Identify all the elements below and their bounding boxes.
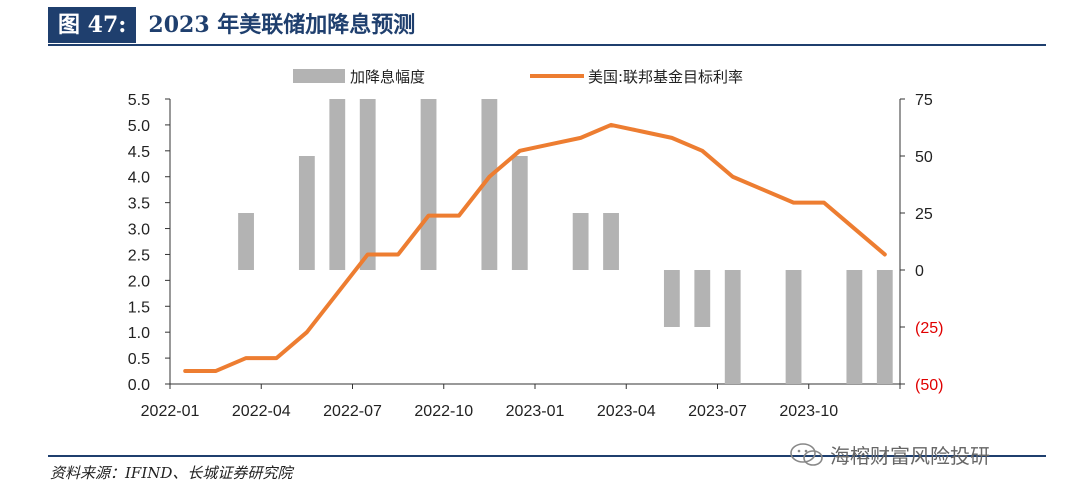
wechat-icon: [790, 442, 823, 466]
left-tick-label: 5.0: [128, 118, 150, 135]
bar: [329, 99, 346, 270]
x-tick-label: 2023-04: [597, 403, 656, 420]
bar: [694, 270, 711, 327]
right-tick-label: 50: [915, 149, 933, 166]
bar-series: [238, 99, 893, 384]
chart-axes: 0.0 0.5 1.0 1.5 2.0 2.5 3.0 3.5 4.0 4.5 5.0 5.5 (50)…: [128, 92, 944, 420]
x-tick-label: 2022-01: [141, 403, 200, 420]
left-tick-label: 4.5: [128, 144, 150, 161]
bar: [724, 270, 741, 384]
right-tick-label: 75: [915, 92, 933, 109]
watermark: 海榕财富风险投研: [790, 440, 990, 469]
x-tick-label: 2022-04: [232, 403, 291, 420]
bar: [298, 156, 315, 270]
rate-line: [183, 122, 887, 374]
x-tick-label: 2023-01: [506, 403, 565, 420]
left-tick-label: 3.0: [128, 222, 150, 239]
bar: [785, 270, 802, 384]
x-tick-label: 2022-10: [414, 403, 473, 420]
x-tick-label: 2023-07: [688, 403, 747, 420]
bar: [572, 213, 589, 270]
source-note: 资料来源：IFIND、长城证券研究院: [50, 464, 293, 482]
line-series: [183, 122, 887, 374]
bar: [420, 99, 437, 270]
right-tick-label: 25: [915, 206, 933, 223]
left-tick-label: 4.0: [128, 170, 150, 187]
figure-header: 图 47: 2023 年美联储加降息预测: [48, 7, 415, 43]
left-tick-label: 0.0: [128, 377, 150, 394]
bar: [511, 156, 528, 270]
x-tick-label: 2022-07: [323, 403, 382, 420]
left-tick-label: 1.0: [128, 325, 150, 342]
bar: [603, 213, 619, 270]
watermark-text: 海榕财富风险投研: [830, 446, 990, 468]
figure-label: 图 47:: [48, 7, 137, 43]
header-divider: [48, 44, 1046, 46]
left-tick-label: 1.5: [128, 299, 150, 316]
right-tick-label: (25): [915, 320, 943, 337]
footer-divider: [48, 455, 1046, 457]
legend-label-line: 美国:联邦基金目标利率: [588, 68, 743, 86]
x-tick-label: 2023-10: [779, 403, 838, 420]
left-tick-label: 0.5: [128, 351, 150, 368]
bar: [481, 99, 498, 270]
left-tick-label: 3.5: [128, 196, 150, 213]
bar: [238, 213, 254, 270]
bar: [663, 270, 680, 327]
bar: [846, 270, 863, 384]
legend-label-bar: 加降息幅度: [350, 68, 425, 86]
left-tick-label: 5.5: [128, 92, 150, 109]
right-tick-label: (50): [915, 377, 943, 394]
figure-title: 2023 年美联储加降息预测: [148, 12, 416, 38]
legend-swatch-bar: [293, 69, 345, 83]
bar: [876, 270, 893, 384]
chart-legend: 加降息幅度 美国:联邦基金目标利率: [293, 68, 743, 86]
bar: [359, 99, 376, 270]
left-tick-label: 2.0: [128, 273, 150, 290]
right-tick-label: 0: [915, 263, 924, 280]
left-tick-label: 2.5: [128, 247, 150, 264]
